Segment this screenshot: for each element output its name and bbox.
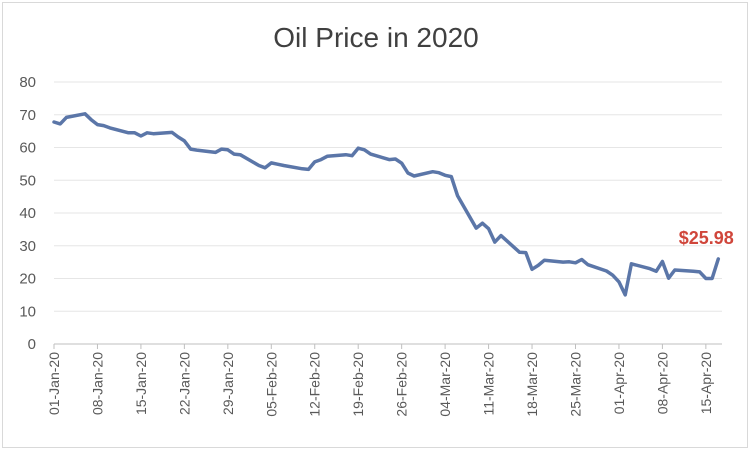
oil-price-series-line xyxy=(52,112,721,297)
x-tick-label: 25-Mar-20 xyxy=(567,352,583,417)
x-tick-label: 01-Apr-20 xyxy=(611,352,627,414)
x-axis-labels: 01-Jan-20 08-Jan-20 15-Jan-20 22-Jan-20 29-J… xyxy=(46,352,714,417)
chart-title: Oil Price in 2020 xyxy=(273,22,479,53)
y-tick-label: 70 xyxy=(19,107,36,124)
y-tick-label: 30 xyxy=(19,238,36,255)
x-tick-label: 08-Jan-20 xyxy=(89,352,105,415)
x-tick-label: 18-Mar-20 xyxy=(524,352,540,417)
x-tick-label: 01-Jan-20 xyxy=(46,352,62,415)
y-tick-label: 50 xyxy=(19,172,36,189)
x-tick-label: 04-Mar-20 xyxy=(437,352,453,417)
y-tick-label: 60 xyxy=(19,140,36,157)
chart-frame xyxy=(2,2,748,448)
x-axis xyxy=(53,343,722,349)
x-tick-label: 26-Feb-20 xyxy=(394,352,410,417)
last-price-data-label: $25.98 xyxy=(679,228,734,248)
y-axis-labels: 0 10 20 30 40 50 60 70 80 xyxy=(19,74,36,353)
x-tick-label: 19-Feb-20 xyxy=(350,352,366,417)
x-tick-label: 11-Mar-20 xyxy=(481,352,497,416)
gridlines xyxy=(54,81,722,312)
x-tick-label: 15-Apr-20 xyxy=(698,352,714,414)
x-tick-label: 22-Jan-20 xyxy=(176,352,192,415)
y-tick-label: 10 xyxy=(19,303,36,320)
y-tick-label: 20 xyxy=(19,271,36,288)
y-tick-label: 40 xyxy=(19,205,36,222)
x-tick-label: 08-Apr-20 xyxy=(654,352,670,414)
x-tick-label: 29-Jan-20 xyxy=(220,352,236,415)
x-tick-label: 05-Feb-20 xyxy=(263,352,279,417)
x-tick-label: 15-Jan-20 xyxy=(133,352,149,415)
y-tick-label: 0 xyxy=(28,336,36,353)
x-tick-label: 12-Feb-20 xyxy=(307,352,323,417)
y-tick-label: 80 xyxy=(19,74,36,91)
